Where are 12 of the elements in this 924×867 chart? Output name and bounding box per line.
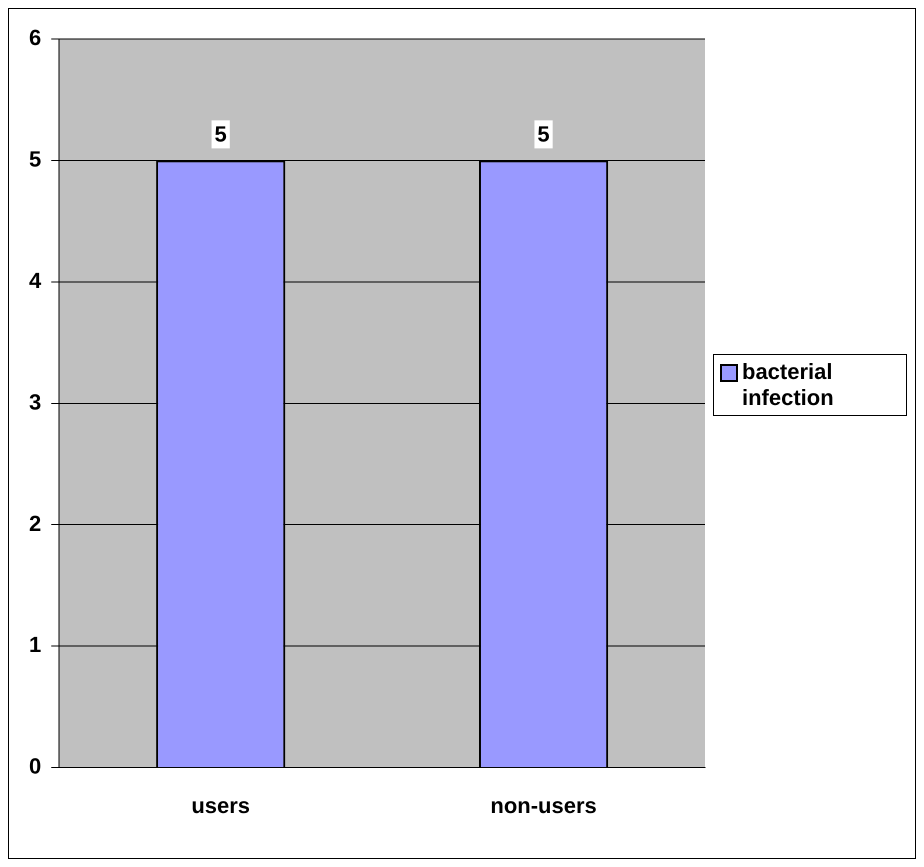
y-tick-label: 4 xyxy=(28,268,42,293)
legend-label: bacterial infection xyxy=(742,359,835,411)
y-tick-label: 3 xyxy=(28,389,42,414)
data-label: 5 xyxy=(214,121,227,146)
data-label: 5 xyxy=(537,121,550,146)
y-tick-label: 5 xyxy=(28,146,42,172)
x-tick-label: users xyxy=(191,792,250,818)
y-tick-label: 2 xyxy=(28,510,42,536)
y-tick-label: 0 xyxy=(28,754,42,779)
x-tick-label: non-users xyxy=(490,792,597,818)
y-tick-label: 6 xyxy=(28,25,42,50)
y-tick-label: 1 xyxy=(28,632,42,658)
